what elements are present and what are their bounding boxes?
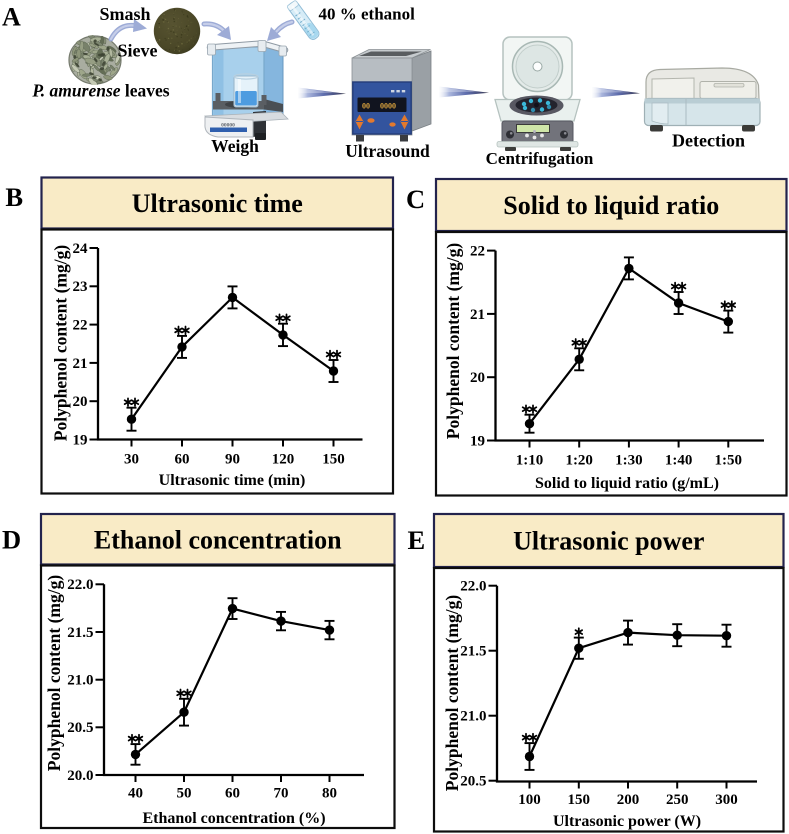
svg-text:19: 19 (73, 432, 88, 448)
svg-text:Solid to liquid ratio: Solid to liquid ratio (503, 191, 719, 220)
svg-text:Weigh: Weigh (211, 136, 259, 156)
svg-text:60: 60 (225, 786, 240, 802)
svg-text:Centrifugation: Centrifugation (486, 149, 594, 168)
svg-text:40 % ethanol: 40 % ethanol (319, 5, 416, 24)
svg-text:40: 40 (128, 786, 143, 802)
svg-text:200: 200 (617, 792, 640, 808)
svg-text:Polyphenol content (mg/g): Polyphenol content (mg/g) (50, 245, 70, 442)
svg-text:00000: 00000 (221, 123, 235, 129)
svg-text:100: 100 (518, 792, 541, 808)
svg-text:Ethanol concentration: Ethanol concentration (94, 525, 342, 554)
svg-text:20.5: 20.5 (460, 774, 486, 790)
svg-text:B: B (5, 182, 23, 212)
svg-text:1:50: 1:50 (715, 453, 743, 469)
svg-text:21.5: 21.5 (460, 644, 486, 660)
svg-text:C: C (406, 184, 425, 214)
svg-text:20.0: 20.0 (67, 768, 93, 784)
svg-text:D: D (2, 524, 21, 554)
svg-text:60: 60 (175, 452, 190, 468)
svg-text:00: 00 (362, 102, 370, 111)
svg-text:90: 90 (225, 452, 240, 468)
svg-text:150: 150 (568, 792, 591, 808)
svg-text:1:30: 1:30 (615, 453, 643, 469)
svg-text:50: 50 (177, 786, 192, 802)
svg-text:23: 23 (73, 279, 88, 295)
svg-text:Ultrasound: Ultrasound (345, 141, 430, 161)
svg-text:1:20: 1:20 (565, 453, 593, 469)
svg-text:300: 300 (715, 792, 738, 808)
svg-text:A: A (2, 2, 21, 31)
svg-text:Ultrasonic power (W): Ultrasonic power (W) (553, 813, 701, 830)
svg-text:22: 22 (470, 244, 485, 260)
svg-text:0000: 0000 (380, 102, 396, 111)
svg-text:80: 80 (322, 786, 337, 802)
svg-text:E: E (408, 525, 426, 555)
svg-text:250: 250 (666, 792, 689, 808)
svg-text:Ultrasonic power: Ultrasonic power (513, 527, 704, 556)
svg-text:120: 120 (272, 452, 295, 468)
svg-text:Smash: Smash (99, 4, 150, 24)
svg-text:21.5: 21.5 (67, 625, 93, 641)
svg-text:20: 20 (470, 370, 485, 386)
svg-text:Ultrasonic time: Ultrasonic time (132, 189, 303, 218)
svg-text:21: 21 (470, 307, 485, 323)
svg-text:22.0: 22.0 (67, 577, 93, 593)
svg-text:Polyphenol content (mg/g): Polyphenol content (mg/g) (44, 575, 64, 772)
svg-text:22.0: 22.0 (460, 579, 486, 595)
svg-text:24: 24 (73, 241, 89, 257)
svg-text:30: 30 (124, 452, 139, 468)
svg-text:20: 20 (73, 394, 88, 410)
svg-text:21: 21 (73, 356, 88, 372)
svg-text:19: 19 (470, 433, 485, 449)
svg-text:P. amurense leaves: P. amurense leaves (31, 81, 169, 101)
svg-text:70: 70 (274, 786, 289, 802)
svg-text:22: 22 (73, 318, 88, 334)
svg-text:Sieve: Sieve (118, 41, 158, 61)
svg-text:Solid to liquid ratio (g/mL): Solid to liquid ratio (g/mL) (535, 475, 719, 492)
svg-text:1:40: 1:40 (665, 453, 693, 469)
svg-text:Polyphenol content (mg/g): Polyphenol content (mg/g) (442, 595, 462, 792)
svg-text:20.5: 20.5 (67, 720, 93, 736)
svg-text:Ultrasonic time (min): Ultrasonic time (min) (159, 472, 306, 489)
svg-text:21.0: 21.0 (460, 709, 486, 725)
svg-text:150: 150 (322, 452, 345, 468)
svg-text:Ethanol concentration (%): Ethanol concentration (%) (142, 810, 325, 827)
svg-text:21.0: 21.0 (67, 673, 93, 689)
svg-text:Detection: Detection (672, 131, 745, 151)
svg-text:1:10: 1:10 (516, 453, 544, 469)
svg-text:Polyphenol content (mg/g): Polyphenol content (mg/g) (443, 243, 463, 440)
